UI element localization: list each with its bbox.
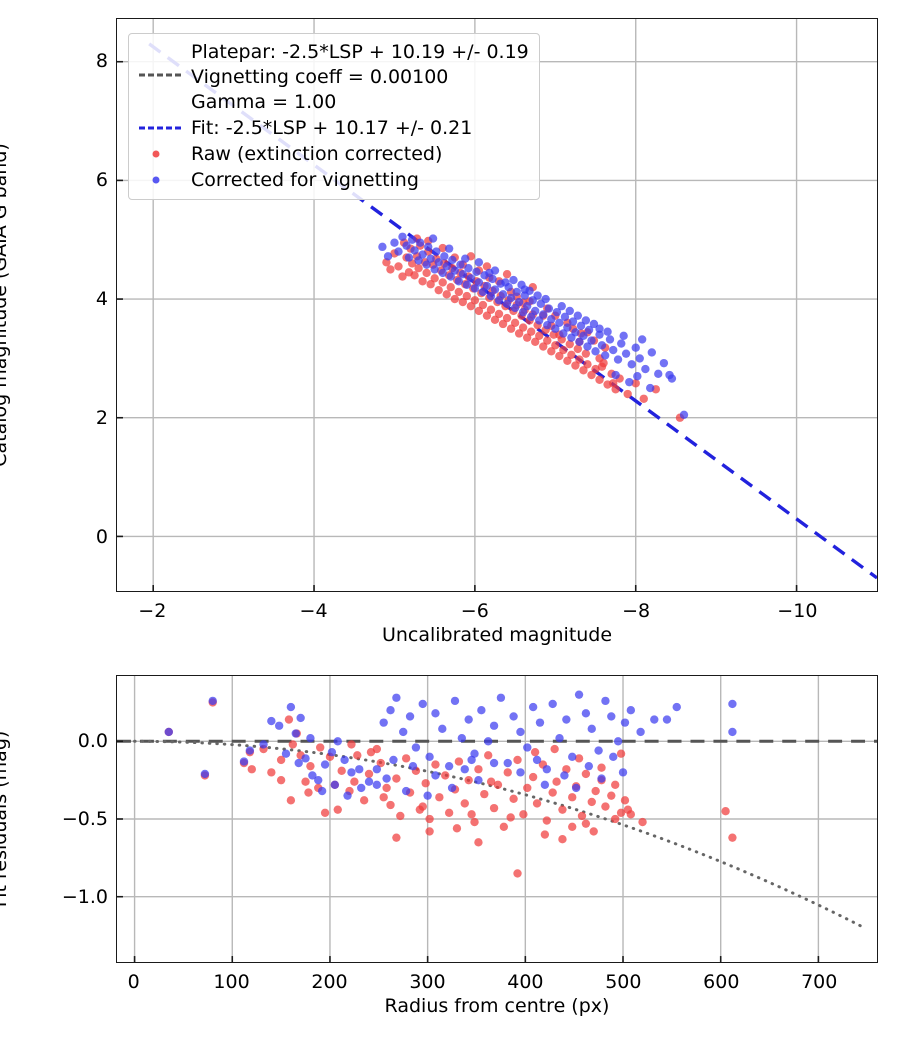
legend-label-vignetting-coeff: Vignetting coeff = 0.00100 [191,66,449,88]
ytick-label: −1.0 [61,886,108,909]
residuals-plot-axes [116,675,878,963]
legend-entry-raw: Raw (extinction corrected) [137,141,529,167]
legend-entry-fit: Fit: -2.5*LSP + 10.17 +/- 0.21 [137,115,529,141]
legend-entry-corrected: Corrected for vignetting [137,167,529,193]
xtick-label: 0 [127,971,140,993]
legend-label-fit: Fit: -2.5*LSP + 10.17 +/- 0.21 [191,116,473,139]
xtick-label: 600 [703,971,740,993]
calibration-plot-ylabel: Catalog magnitude (GAIA G band) [0,143,11,467]
xtick-label: 300 [409,971,446,993]
residuals-plot-xlabel: Radius from centre (px) [384,995,610,1017]
legend-entry-platepar: Platepar: -2.5*LSP + 10.19 +/- 0.19 Vign… [137,40,529,115]
xtick-label: 200 [311,971,348,993]
legend-key-dashed-gray [137,65,183,85]
xtick-label: −8 [622,600,651,622]
ytick-label: −0.5 [61,808,108,830]
calibration-plot-xlabel: Uncalibrated magnitude [381,624,613,646]
legend-label-gamma: Gamma = 1.00 [191,91,337,113]
plot-legend: Platepar: -2.5*LSP + 10.19 +/- 0.19 Vign… [128,33,540,200]
legend-label-corrected: Corrected for vignetting [191,168,419,191]
legend-label-raw: Raw (extinction corrected) [191,142,443,165]
residuals-plot-ylabel: Fit residuals (mag) [0,730,11,908]
ytick-label: 2 [95,407,108,430]
residuals-plot-canvas [117,676,877,962]
scatter-series [164,690,737,800]
xtick-label: 500 [605,971,642,993]
vignetting-model-curve [133,739,864,929]
scatter-series [378,232,689,419]
ytick-label: 4 [95,288,108,311]
legend-key-dashed-blue [137,118,183,138]
xtick-label: −10 [777,600,818,622]
xtick-label: 400 [507,971,544,993]
ytick-label: 6 [95,168,108,191]
xtick-label: −6 [460,600,489,622]
legend-key-dot-blue [137,170,183,190]
ytick-label: 0.0 [77,729,108,752]
ytick-label: 0 [95,526,108,549]
legend-label-platepar: Platepar: -2.5*LSP + 10.19 +/- 0.19 [191,41,529,63]
xtick-label: −4 [299,600,328,622]
xtick-label: 700 [801,971,838,993]
legend-key-dot-red [137,144,183,164]
ytick-label: 8 [95,49,108,72]
xtick-label: −2 [138,600,167,622]
xtick-label: 100 [213,971,250,993]
calibration-plot-axes: Platepar: -2.5*LSP + 10.19 +/- 0.19 Vign… [116,18,878,592]
